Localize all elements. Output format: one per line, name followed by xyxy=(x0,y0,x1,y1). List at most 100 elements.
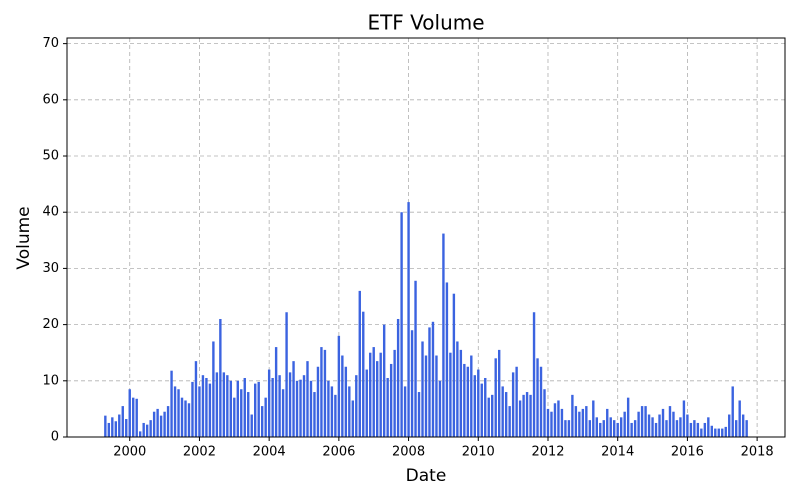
bar xyxy=(288,372,292,437)
bar xyxy=(539,366,543,437)
bar xyxy=(630,422,633,437)
bar xyxy=(613,420,616,437)
bar xyxy=(152,411,156,437)
bar xyxy=(550,411,553,437)
bar xyxy=(626,397,630,437)
bar xyxy=(128,389,131,437)
bar xyxy=(599,422,602,437)
bar xyxy=(208,383,212,437)
x-tick-label: 2010 xyxy=(462,445,495,460)
bar xyxy=(428,327,431,437)
bar xyxy=(212,341,215,437)
bar xyxy=(191,381,194,437)
bar xyxy=(609,417,612,437)
bar xyxy=(557,400,560,437)
bar xyxy=(741,414,745,437)
bar xyxy=(205,377,208,437)
bar xyxy=(132,397,135,437)
x-tick-label: 2014 xyxy=(601,445,634,460)
bar xyxy=(142,422,145,437)
bar xyxy=(403,386,407,437)
bar xyxy=(194,361,198,437)
bar xyxy=(553,403,557,437)
bar xyxy=(491,394,494,437)
bar xyxy=(661,408,665,437)
bar xyxy=(560,408,564,437)
bar xyxy=(417,392,421,437)
bar xyxy=(330,386,334,437)
bar xyxy=(184,400,187,437)
bar xyxy=(285,312,288,437)
bar xyxy=(365,369,368,437)
y-tick-label: 50 xyxy=(42,149,59,164)
bar xyxy=(619,417,623,437)
bar xyxy=(703,422,707,437)
bar xyxy=(525,392,529,437)
bar xyxy=(477,369,480,437)
bar xyxy=(306,361,309,437)
bar xyxy=(302,375,306,437)
bar xyxy=(233,397,236,437)
bar xyxy=(250,414,253,437)
bar xyxy=(574,406,578,437)
bar xyxy=(379,352,382,437)
bar xyxy=(487,397,490,437)
bar xyxy=(334,394,337,437)
bar xyxy=(435,355,438,437)
bar xyxy=(236,380,239,437)
bar xyxy=(707,417,710,437)
bar xyxy=(407,202,410,437)
bar xyxy=(104,415,107,437)
bar xyxy=(640,406,644,437)
bar xyxy=(735,420,738,437)
bar xyxy=(219,318,222,437)
y-tick-label: 70 xyxy=(42,36,59,51)
bar xyxy=(410,330,414,437)
bar xyxy=(421,341,424,437)
bar xyxy=(581,408,585,437)
x-tick-label: 2008 xyxy=(392,445,425,460)
bar xyxy=(717,428,720,437)
bar xyxy=(267,369,271,437)
bar xyxy=(518,400,522,437)
bar xyxy=(686,414,689,437)
bar xyxy=(295,380,299,437)
bar xyxy=(393,349,396,437)
bar xyxy=(121,406,124,437)
bar xyxy=(578,411,581,437)
bar xyxy=(675,420,679,437)
bar xyxy=(278,375,281,437)
bar xyxy=(438,380,442,437)
bar xyxy=(323,349,327,437)
bar xyxy=(292,361,295,437)
bar xyxy=(463,363,466,437)
x-tick-label: 2016 xyxy=(671,445,704,460)
bar xyxy=(693,420,696,437)
bar xyxy=(728,414,731,437)
bar xyxy=(173,386,177,437)
bar xyxy=(466,366,470,437)
bar xyxy=(166,406,170,437)
bar xyxy=(721,428,724,437)
bar xyxy=(222,372,226,437)
bar xyxy=(281,389,285,437)
bar xyxy=(637,411,640,437)
x-tick-label: 2018 xyxy=(741,445,774,460)
bar xyxy=(665,420,668,437)
bar xyxy=(497,349,501,437)
bar xyxy=(424,355,428,437)
bar xyxy=(247,392,250,437)
bar xyxy=(644,406,647,437)
bar xyxy=(567,420,571,437)
bar xyxy=(274,347,278,437)
bar xyxy=(714,428,717,437)
bar xyxy=(508,406,511,437)
bar xyxy=(724,426,727,437)
bar xyxy=(449,352,452,437)
bar xyxy=(149,420,152,437)
bar xyxy=(372,347,375,437)
bar xyxy=(442,233,445,437)
bar xyxy=(320,347,323,437)
bar xyxy=(145,424,149,437)
bar xyxy=(658,414,661,437)
